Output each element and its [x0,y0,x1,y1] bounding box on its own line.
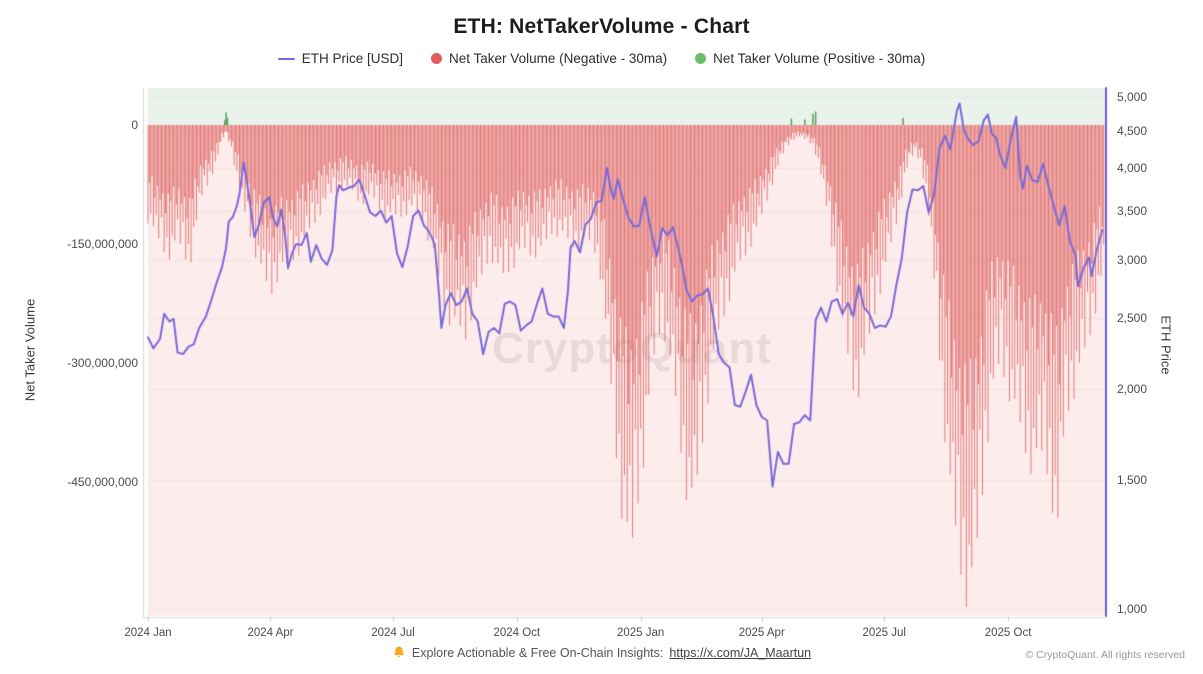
price-tick-label: 2,000 [1117,381,1148,396]
x-tick-label: 2024 Oct [493,627,541,639]
x-tick-label: 2024 Jul [371,627,415,639]
price-tick-label: 1,000 [1117,602,1148,617]
volume-tick-label: 0 [131,118,138,132]
volume-tick-label: -450,000,000 [67,475,138,489]
price-tick-label: 2,500 [1117,310,1148,325]
footer-link[interactable]: https://x.com/JA_Maartun [669,645,812,660]
price-tick-label: 5,000 [1117,90,1148,104]
price-tick-label: 3,500 [1117,203,1148,218]
x-tick-label: 2025 Jul [862,627,906,639]
volume-tick-label: -150,000,000 [67,237,138,251]
price-tick-label: 1,500 [1117,473,1148,488]
footer-note-text: Explore Actionable & Free On-Chain Insig… [411,645,664,660]
copyright-text: © CryptoQuant. All rights reserved [1025,649,1185,661]
x-tick-label: 2025 Oct [984,627,1032,639]
x-tick-label: 2025 Jan [616,627,665,639]
price-tick-label: 3,000 [1117,252,1148,267]
x-tick-label: 2024 Jan [124,627,172,639]
price-tick-label: 4,500 [1117,123,1148,138]
x-tick-label: 2025 Apr [738,627,785,639]
bell-icon [394,646,404,657]
volume-tick-label: -300,000,000 [67,356,138,370]
price-tick-label: 4,000 [1117,161,1148,176]
x-tick-label: 2024 Apr [247,627,294,639]
footer-note: Explore Actionable & Free On-Chain Insig… [0,645,1203,660]
left-axis-title: Net Taker Volume [22,298,38,402]
